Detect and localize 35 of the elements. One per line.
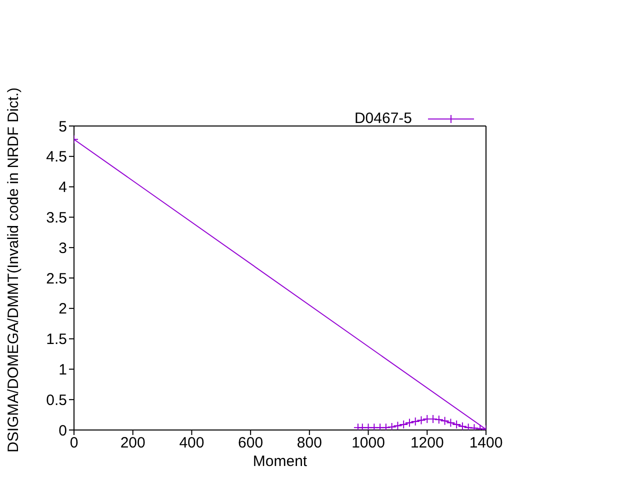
point [364,423,373,430]
point [376,423,385,430]
y-tick-label: 1.5 [46,331,67,348]
point [381,423,390,430]
y-tick-label: 3 [58,240,67,257]
y-tick-label: 4.5 [46,148,67,166]
y-tick-label: 0.5 [46,392,67,409]
x-tick-label: 1000 [352,434,385,452]
y-tick-label: 2 [58,300,67,318]
y-tick-label: 5 [58,118,67,136]
point [353,423,362,430]
legend-label: D0467-5 [354,110,412,127]
point [370,423,379,430]
y-tick-label: 4 [58,179,67,196]
point [416,416,426,425]
x-tick-label: 800 [296,434,322,452]
y-tick-label: 1 [58,362,67,379]
point [464,423,473,430]
x-tick-label: 1400 [469,434,503,452]
x-tick-label: 200 [120,434,146,452]
y-axis-title: DSIGMA/DOMEGA/DMMT(Invalid code in NRDF Dict.) [5,87,22,453]
point [404,418,414,428]
y-tick-label: 2.5 [46,270,67,288]
x-axis-title: Moment [252,453,308,470]
point [410,416,420,426]
point [387,422,396,430]
x-tick-label: 1200 [410,434,444,452]
x-tick-label: 600 [238,434,264,452]
x-tick-label: 0 [70,434,78,452]
y-tick-label: 0 [58,422,67,440]
y-tick-label: 3.5 [46,210,67,227]
point [399,420,408,430]
point [393,421,402,430]
x-tick-label: 400 [179,434,204,452]
point [434,415,444,424]
